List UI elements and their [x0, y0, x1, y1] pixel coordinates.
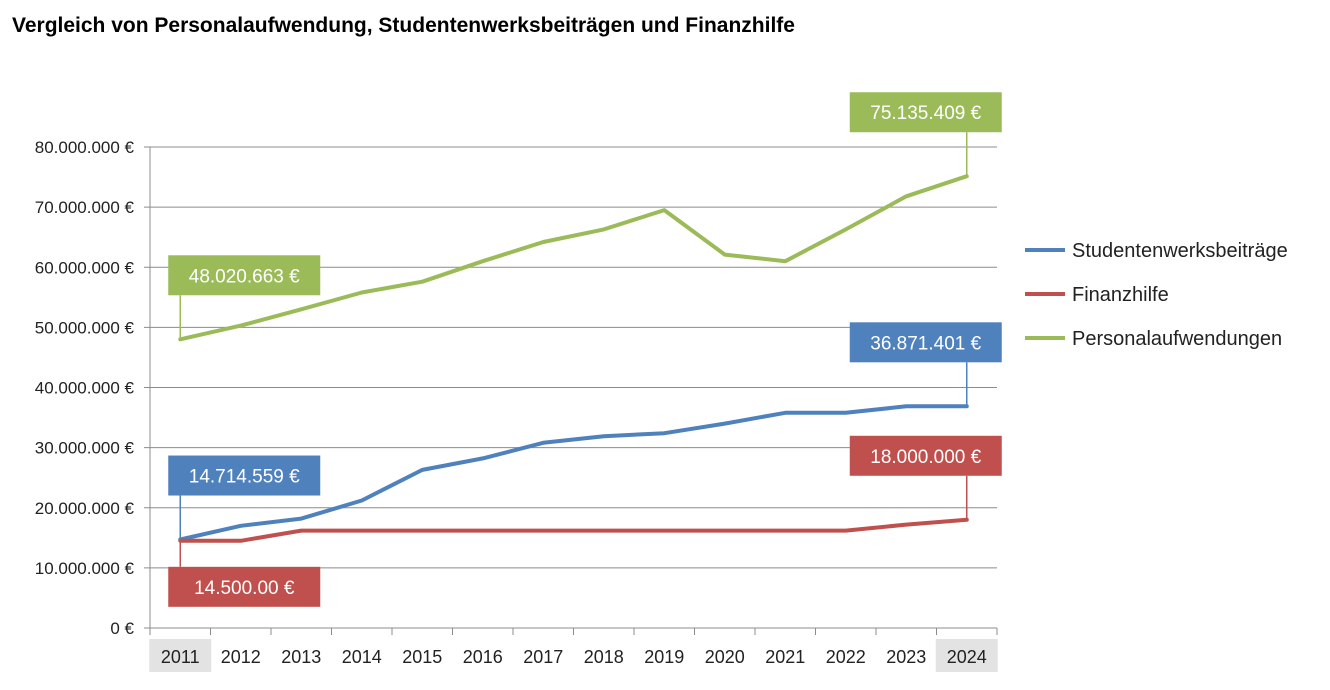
y-tick-label: 0 €	[110, 619, 134, 638]
x-tick-label: 2013	[281, 647, 321, 667]
callout-text: 75.135.409 €	[870, 103, 981, 124]
callout-box	[168, 255, 321, 296]
callout-label: 75.135.409 €	[849, 92, 1002, 177]
callout-box	[168, 455, 321, 496]
callout-label: 36.871.401 €	[849, 322, 1002, 407]
legend: Studentenwerksbeiträge Finanzhilfe Persona…	[1025, 240, 1288, 350]
data-point	[904, 404, 908, 408]
callout-label: 14.500.00 €	[168, 540, 321, 607]
data-point	[299, 307, 303, 311]
data-point	[481, 529, 485, 533]
y-tick-label: 50.000.000 €	[35, 318, 135, 337]
legend-label: Finanzhilfe	[1072, 284, 1169, 306]
data-point	[602, 434, 606, 438]
data-point	[420, 280, 424, 284]
callout-text: 36.871.401 €	[870, 333, 981, 354]
x-tick-label: 2018	[584, 647, 624, 667]
callout-label: 18.000.000 €	[849, 435, 1002, 520]
data-point	[662, 208, 666, 212]
data-point	[239, 539, 243, 543]
x-tick-highlight	[935, 639, 998, 672]
x-tick-label: 2023	[886, 647, 926, 667]
series-lines	[178, 174, 969, 543]
data-point	[360, 529, 364, 533]
x-tick-label: 2022	[826, 647, 866, 667]
x-tick-label: 2021	[765, 647, 805, 667]
callout-text: 48.020.663 €	[189, 266, 300, 287]
legend-label: Studentenwerksbeiträge	[1072, 240, 1288, 262]
data-callouts: 48.020.663 € 75.135.409 € 14.714.559 € 36.8…	[168, 92, 1002, 607]
callout-box	[849, 322, 1002, 363]
callout-text: 14.714.559 €	[189, 467, 300, 488]
callout-text: 18.000.000 €	[870, 447, 981, 468]
data-point	[662, 529, 666, 533]
y-tick-label: 10.000.000 €	[35, 559, 135, 578]
data-point	[723, 529, 727, 533]
data-point	[299, 517, 303, 521]
callout-box	[849, 92, 1002, 133]
data-point	[602, 227, 606, 231]
callout-box	[849, 435, 1002, 476]
data-point	[783, 411, 787, 415]
callout-text: 14.500.00 €	[194, 578, 295, 599]
data-point	[541, 240, 545, 244]
x-tick-label: 2024	[947, 647, 987, 667]
series-line-1	[178, 404, 969, 542]
y-tick-labels: 0 € 10.000.000 € 20.000.000 € 30.000.000 € 4…	[35, 138, 135, 638]
x-tick-label: 2020	[705, 647, 745, 667]
data-point	[360, 499, 364, 503]
callout-label: 14.714.559 €	[168, 455, 321, 540]
data-point	[783, 259, 787, 263]
data-point	[723, 253, 727, 257]
data-point	[541, 529, 545, 533]
x-tick-label: 2014	[342, 647, 382, 667]
y-tick-label: 30.000.000 €	[35, 439, 135, 458]
data-point	[904, 194, 908, 198]
data-point	[481, 456, 485, 460]
series-line-2	[178, 517, 969, 543]
data-point	[904, 523, 908, 527]
y-tick-label: 70.000.000 €	[35, 198, 135, 217]
legend-label: Personalaufwendungen	[1072, 328, 1282, 350]
y-tick-label: 80.000.000 €	[35, 138, 135, 157]
series-line-3	[178, 174, 969, 342]
y-tick-label: 20.000.000 €	[35, 499, 135, 518]
x-tick-labels: 2011 2012 2013 2014 2015 2016 2017 2018 2019 2020…	[149, 639, 998, 672]
data-point	[239, 324, 243, 328]
data-point	[723, 422, 727, 426]
data-point	[662, 431, 666, 435]
y-tick-label: 40.000.000 €	[35, 379, 135, 398]
data-point	[844, 411, 848, 415]
x-tick-label: 2011	[161, 647, 200, 667]
data-point	[420, 468, 424, 472]
x-tick-label: 2017	[523, 647, 563, 667]
x-tick-label: 2019	[644, 647, 684, 667]
data-point	[844, 227, 848, 231]
data-point	[299, 529, 303, 533]
data-point	[541, 441, 545, 445]
data-point	[783, 529, 787, 533]
data-point	[239, 524, 243, 528]
legend-item: Personalaufwendungen	[1025, 328, 1282, 350]
legend-item: Studentenwerksbeiträge	[1025, 240, 1288, 262]
data-point	[360, 291, 364, 295]
callout-box	[168, 566, 321, 607]
x-tick-label: 2016	[463, 647, 503, 667]
callout-label: 48.020.663 €	[168, 255, 321, 340]
x-tick-highlight	[149, 639, 212, 672]
axes	[144, 146, 998, 635]
data-point	[420, 529, 424, 533]
chart-title: Vergleich von Personalaufwendung, Studen…	[12, 14, 795, 37]
x-tick-label: 2015	[402, 647, 442, 667]
y-tick-label: 60.000.000 €	[35, 258, 135, 277]
x-tick-label: 2012	[221, 647, 261, 667]
data-point	[844, 529, 848, 533]
data-point	[602, 529, 606, 533]
legend-item: Finanzhilfe	[1025, 284, 1169, 306]
data-point	[481, 259, 485, 263]
